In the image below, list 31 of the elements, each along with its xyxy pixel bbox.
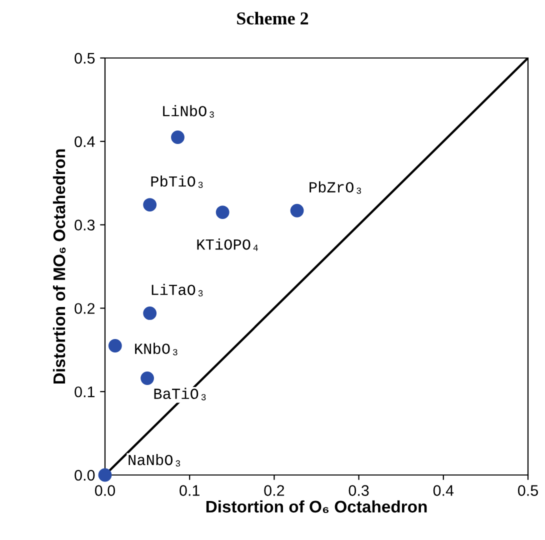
x-tick-label: 0.1 (180, 485, 200, 496)
point (171, 130, 184, 144)
point (290, 204, 304, 218)
annotation: BaTiO₃ (154, 388, 206, 400)
x-tick-label: 0.0 (94, 485, 116, 496)
y-axis-title: Distortion of MO₆ Octahedron (52, 149, 66, 384)
x-tick-label: 0.3 (348, 485, 369, 496)
annotation: KTiOPO₄ (197, 238, 258, 251)
x-axis-title: Distortion of O₆ Octahedron (206, 500, 427, 514)
point (98, 468, 112, 482)
annotation: PbTiO₃ (151, 175, 203, 188)
annotation: PbZrO₃ (310, 181, 362, 194)
x-tick-label: 0.5 (518, 485, 538, 496)
point (143, 198, 157, 212)
y-tick-label: 0.2 (74, 303, 95, 314)
point (108, 339, 122, 352)
y-tick-label: 0.0 (74, 470, 95, 481)
chart-title: Scheme 2 (237, 12, 308, 25)
y-tick-label: 0.4 (74, 136, 95, 148)
annotation: LiNbO₃ (163, 105, 214, 118)
point (143, 306, 157, 320)
annotation: LiTaO₃ (152, 284, 203, 296)
point (216, 206, 230, 219)
annotation: KNbO₃ (135, 342, 178, 356)
annotation: NaNbO₃ (128, 454, 180, 467)
x-tick-label: 0.2 (264, 485, 284, 496)
x-tick-label: 0.4 (433, 485, 454, 496)
y-tick-label: 0.5 (74, 52, 95, 64)
y-tick-label: 0.3 (74, 220, 95, 230)
point (140, 372, 154, 385)
y-tick-label: 0.1 (74, 386, 95, 398)
